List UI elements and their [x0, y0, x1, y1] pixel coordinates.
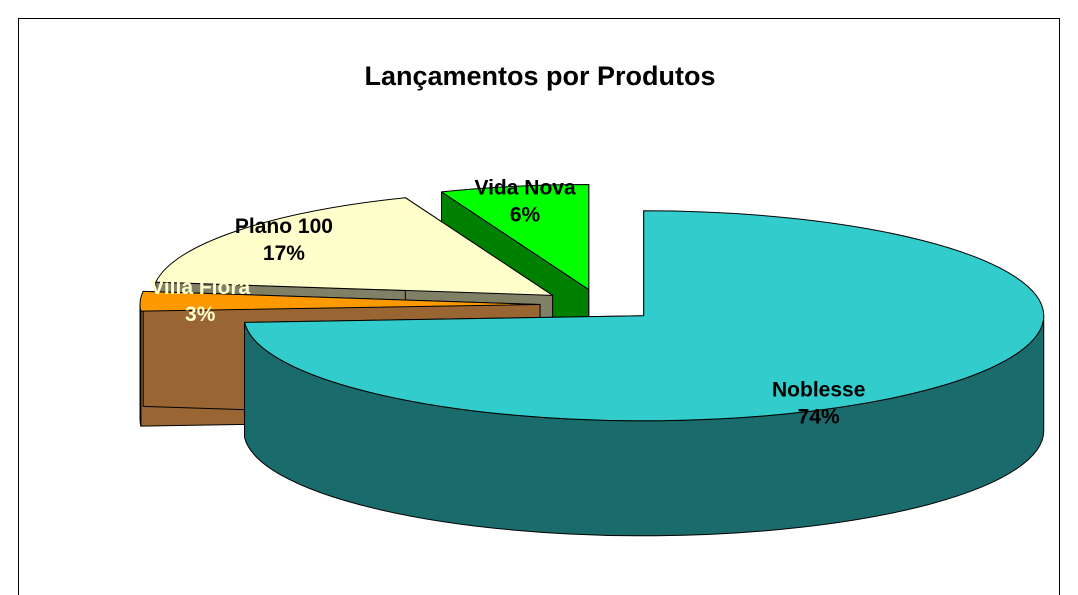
slice-label-value: 3% — [185, 303, 216, 326]
slice-label-value: 74% — [798, 405, 840, 428]
slice-top — [155, 197, 554, 296]
slice-top — [244, 210, 1045, 422]
pie — [139, 184, 1045, 537]
slice-label-name: Noblesse — [772, 378, 865, 401]
slice-label-value: 6% — [510, 203, 541, 226]
pie-slice — [244, 210, 1045, 537]
slice-label-name: Plano 100 — [235, 215, 333, 238]
chart-title: Lançamentos por Produtos — [364, 61, 715, 91]
slice-top — [139, 290, 541, 312]
labels: Noblesse 74% Villa Flora 3% Plano 100 17% Vida… — [150, 176, 865, 428]
slice-label-name: Villa Flora — [150, 276, 250, 299]
slice-top — [441, 184, 590, 291]
slice-label-name: Vida Nova — [474, 176, 575, 199]
slice-wall — [139, 304, 142, 427]
slice-label-value: 17% — [263, 242, 305, 265]
